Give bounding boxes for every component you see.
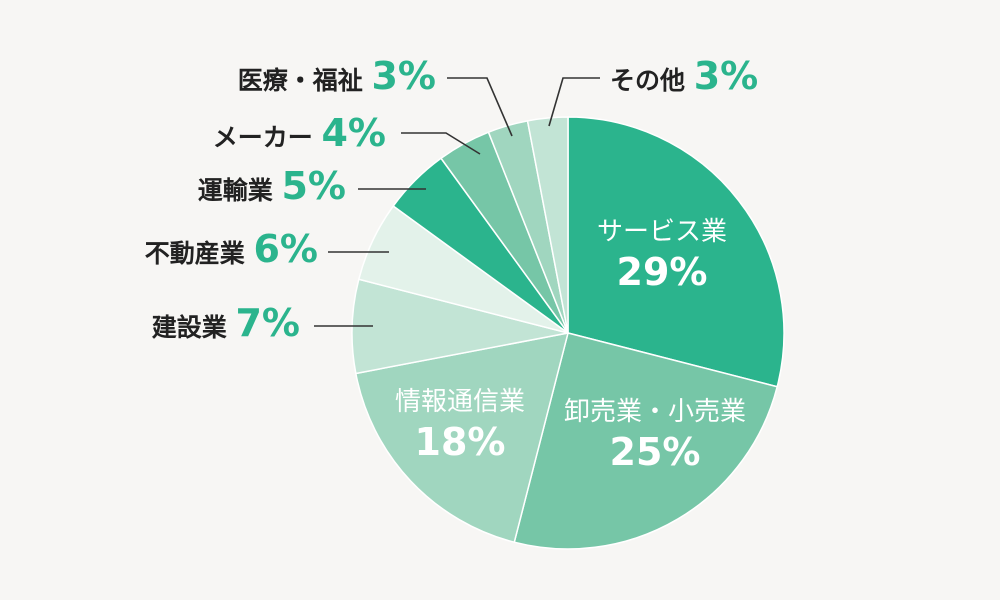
slice-2-percent-label: 25% (610, 430, 701, 474)
slice-8-percent-label: 3% (371, 54, 436, 98)
slice-4-name-label: 建設業 (152, 313, 236, 342)
slice-9-label: その他 3% (610, 54, 758, 98)
slice-5-label: 不動産業 6% (145, 227, 318, 271)
slice-7-percent-label: 4% (321, 111, 386, 155)
slice-1-percent-label: 29% (617, 250, 708, 294)
leader-lines (314, 77, 600, 327)
slice-4-label: 建設業 7% (152, 301, 300, 345)
slice-8-leader-line (447, 77, 513, 137)
slice-6-label: 運輸業 5% (198, 164, 346, 208)
slice-7-label: メーカー 4% (213, 111, 386, 155)
slice-9-wedge (526, 116, 569, 334)
slice-3-name-label: 情報通信業 (395, 387, 525, 417)
slice-8-label: 医療・福祉 3% (238, 54, 436, 98)
slice-6-percent-label: 5% (281, 164, 346, 208)
slice-5-name-label: 不動産業 (145, 239, 254, 268)
slice-2-name-label: 卸売業・小売業 (564, 397, 746, 427)
slice-1-wedge (567, 116, 785, 388)
slice-5-percent-label: 6% (253, 227, 318, 271)
slice-3-wedge (355, 332, 569, 543)
pie-slices (351, 116, 785, 550)
slice-9-percent-label: 3% (694, 54, 759, 98)
slice-3-percent-label: 18% (415, 420, 506, 464)
slice-9-leader-line (548, 77, 600, 127)
slice-6-name-label: 運輸業 (198, 176, 282, 205)
slice-2-wedge (513, 332, 778, 550)
slice-8-name-label: 医療・福祉 (238, 66, 372, 95)
slice-9-name-label: その他 (610, 66, 694, 95)
slice-7-leader-line (401, 132, 481, 155)
slice-1-name-label: サービス業 (597, 217, 727, 247)
slice-4-percent-label: 7% (235, 301, 300, 345)
slice-7-name-label: メーカー (213, 123, 322, 152)
